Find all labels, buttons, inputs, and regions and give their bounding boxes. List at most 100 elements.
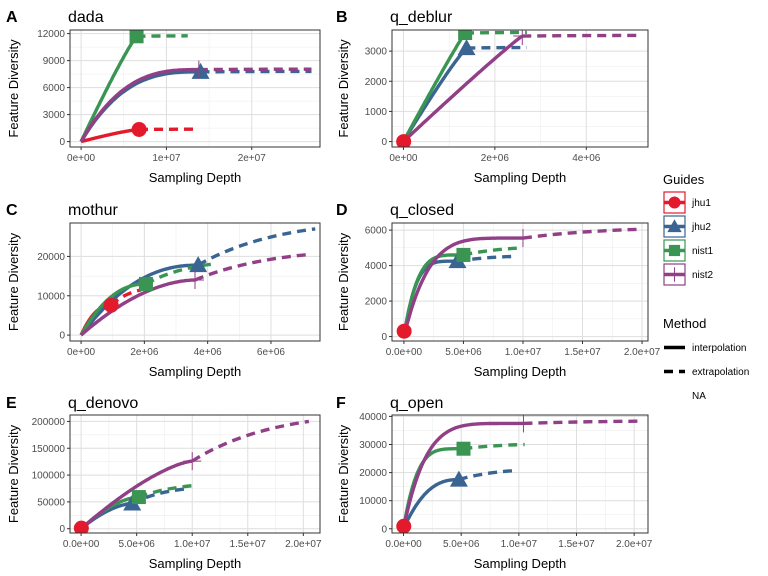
x-tick-label: 0e+00 [389,153,418,164]
series-curves [79,30,312,144]
curve-nist2-extrapolation [523,419,640,426]
x-tick-label: 0.0e+00 [63,539,100,550]
x-tick-label: 5.0e+06 [118,539,155,550]
panel-c: 0e+00 2e+06 4e+06 6e+06 0 10000 20000 C mothur Sa… [6,202,321,379]
legend-key-cross-marker [667,267,682,282]
curve-nist2-interpolation [79,67,199,143]
y-tick-label: 30000 [359,440,387,451]
curve-jhu2-interpolation [401,477,459,530]
point-jhu2-observed [189,256,208,273]
x-tick-label: 1.0e+07 [174,539,211,550]
legend-method-label: extrapolation [692,367,749,378]
legend-key-triangle-marker [667,219,682,233]
x-axis-title: Sampling Depth [149,364,242,379]
x-tick-label: 4e+06 [572,153,601,164]
x-axis-title: Sampling Depth [474,170,567,185]
x-tick-label: 2.0e+07 [624,347,661,358]
legend-label-jhu2: jhu2 [691,222,711,233]
y-tick-label: 9000 [43,56,66,67]
curve-nist2-interpolation [402,236,523,338]
legend-key-circle-marker [668,196,681,209]
y-axis-title: Feature Diversity [6,39,21,138]
panel-letter: C [6,202,18,219]
y-tick-label: 1000 [365,107,388,118]
legend-item-jhu1: jhu1 [663,191,711,214]
y-tick-label: 200000 [32,417,66,428]
plot-background [392,30,648,147]
point-jhu2-observed [449,470,468,487]
series-curves [396,227,643,339]
legend-method-items: interpolation extrapolation NA [664,343,749,402]
panel-title: q_denovo [68,395,138,412]
point-nist2-observed [189,60,208,79]
x-tick-label: 1.5e+07 [564,347,601,358]
point-nist1-observed [131,490,146,505]
legend-method-label: NA [692,391,706,402]
panel-border [391,414,649,534]
y-axis-title: Feature Diversity [336,232,351,331]
point-nist2-observed [513,229,532,248]
x-tick-label: 5.0e+06 [445,347,482,358]
panel-letter: D [336,202,348,219]
series-curves [396,415,640,533]
x-tick-label: 2e+06 [481,153,510,164]
legend-method-label: interpolation [692,343,746,354]
panel-border [391,29,649,148]
legend-guides-title: Guides [663,172,705,187]
x-tick-label: 1e+07 [152,153,181,164]
x-tick-label: 0e+00 [67,153,96,164]
plot-background [392,415,648,533]
legend-item-nist2: nist2 [663,263,714,286]
y-tick-label: 3000 [43,110,66,121]
y-tick-label: 20000 [37,252,65,263]
panel-f: 0.0e+00 5.0e+06 1.0e+07 1.5e+07 2.0e+07 0 1000… [336,395,653,571]
panel-border [69,222,321,342]
point-jhu1-observed [131,121,147,137]
panel-letter: B [336,9,348,26]
curve-nist1-interpolation [79,282,146,336]
y-axis-title: Feature Diversity [336,424,351,523]
point-nist2-observed [186,271,204,290]
panel-border [391,222,649,342]
panel-title: q_open [390,395,443,412]
curve-nist2-interpolation [80,459,193,531]
point-jhu2-observed [191,62,210,79]
panel-letter: F [336,395,346,412]
panels-group: 0e+00 1e+07 2e+07 0 3000 6000 9000 12000 A dada Sa… [6,9,661,571]
curve-jhu1-interpolation [80,127,140,144]
y-tick-label: 0 [59,524,65,535]
panel-b: 0e+00 2e+06 4e+06 0 1000 2000 3000 B q_deblur Sam… [336,9,649,185]
point-nist2-observed [514,415,533,433]
curve-nist2-extrapolation [194,252,310,282]
point-nist2-observed [183,452,202,471]
point-nist1-observed [456,247,471,262]
x-tick-label: 2.0e+07 [616,539,653,550]
x-tick-label: 0.0e+00 [386,347,423,358]
panel-title: q_closed [390,202,454,219]
y-axis-title: Feature Diversity [6,424,21,523]
legend-item-jhu2: jhu2 [663,215,711,238]
legend-item-nist1: nist1 [663,239,714,262]
curve-jhu2-extrapolation [197,227,316,267]
x-tick-label: 1.5e+07 [230,539,267,550]
y-tick-label: 10000 [359,496,387,507]
point-jhu1-observed [103,297,119,313]
panel-title: dada [68,9,104,26]
y-tick-label: 0 [381,524,387,535]
point-nist1-observed [458,30,473,41]
x-tick-label: 6e+06 [257,347,286,358]
legend-label-nist1: nist1 [692,246,714,257]
curve-nist1-interpolation [79,35,138,143]
panel-title: mothur [68,202,118,219]
panel-a: 0e+00 1e+07 2e+07 0 3000 6000 9000 12000 A dada Sa… [6,9,321,185]
legend-method-interpolation: interpolation [664,343,746,354]
y-tick-label: 4000 [365,261,388,272]
point-jhu2-observed [457,39,476,56]
point-jhu1-observed [73,520,89,533]
curve-nist1-interpolation [401,32,467,143]
x-tick-label: 0e+00 [67,347,96,358]
x-axis-title: Sampling Depth [474,364,567,379]
point-nist1-observed [456,441,471,456]
curve-nist2-extrapolation [522,227,643,240]
